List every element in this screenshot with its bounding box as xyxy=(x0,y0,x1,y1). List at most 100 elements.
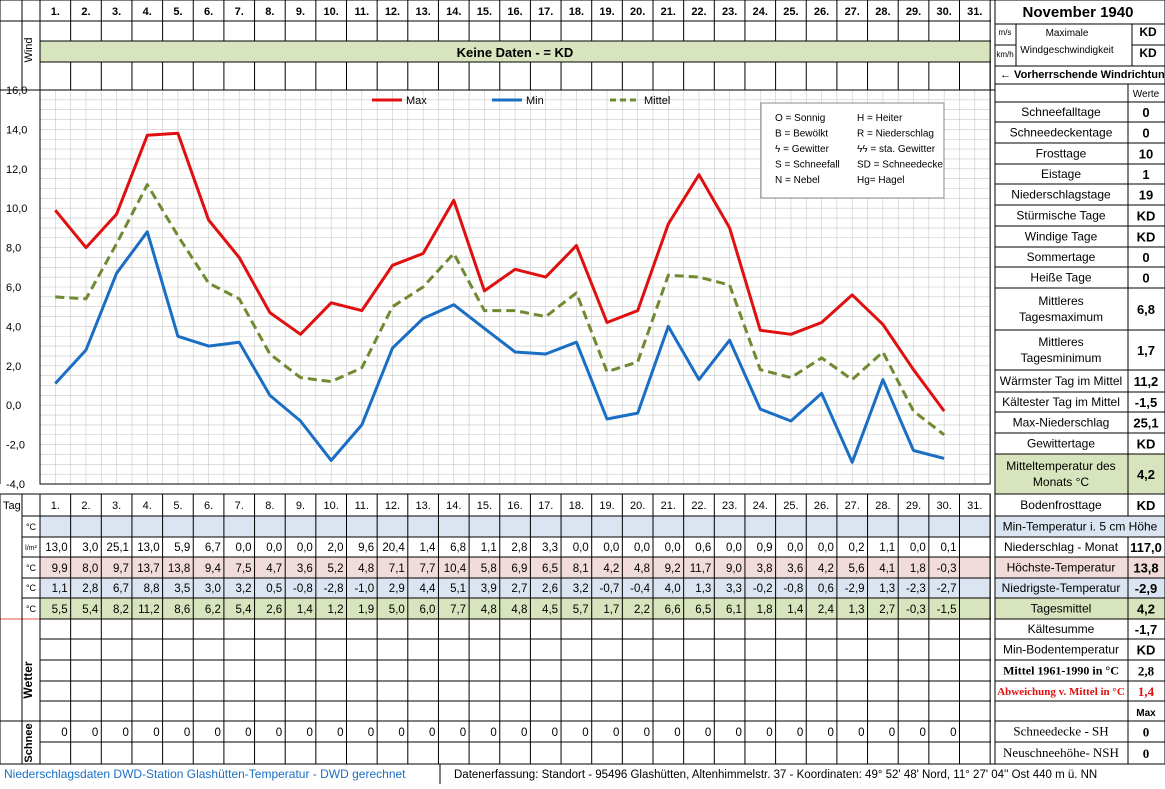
table-day-label: 6. xyxy=(204,500,213,512)
cell-min: 3,5 xyxy=(174,583,190,595)
y-tick-label: 2,0 xyxy=(6,361,21,373)
summary-label: Niederschlag - Monat xyxy=(1004,540,1119,554)
stat-label: Mittleres xyxy=(1038,294,1083,308)
stat-label: Stürmische Tage xyxy=(1016,209,1105,223)
cell-mean: 2,7 xyxy=(879,604,895,616)
top-day-label: 20. xyxy=(630,6,645,18)
cell-mean: 1,4 xyxy=(297,604,314,616)
top-day-label: 8. xyxy=(265,6,274,18)
cell-max: 5,6 xyxy=(849,563,865,575)
cell-precip: 0,0 xyxy=(236,542,252,554)
top-day-label: 31. xyxy=(967,6,982,18)
summary-label: Min-Temperatur i. 5 cm Höhe xyxy=(1003,520,1158,534)
cell-precip: 20,4 xyxy=(382,542,405,554)
unit-ms: m/s xyxy=(999,28,1012,37)
cell-max: 1,8 xyxy=(910,563,926,575)
cell-max: 9,7 xyxy=(113,563,129,575)
stat-value: -1,5 xyxy=(1135,395,1157,410)
cell-mean: 1,4 xyxy=(787,604,804,616)
cell-snow: 0 xyxy=(613,727,619,739)
cell-max: 5,2 xyxy=(328,563,344,575)
unit-kmh: km/h xyxy=(996,50,1013,59)
summary-value: -1,7 xyxy=(1135,622,1157,637)
y-tick-label: 16,0 xyxy=(6,85,27,97)
top-day-label: 25. xyxy=(783,6,798,18)
cell-snow: 0 xyxy=(92,727,98,739)
top-day-label: 21. xyxy=(661,6,676,18)
stat-value: 11,2 xyxy=(1134,374,1159,389)
stat-value: 4,2 xyxy=(1137,467,1155,482)
cell-mean: 1,2 xyxy=(328,604,344,616)
weather-key-item: N = Nebel xyxy=(775,175,820,186)
table-day-label: 17. xyxy=(538,500,553,512)
werte-header: Werte xyxy=(1133,89,1160,100)
stat-value: 1,7 xyxy=(1137,343,1155,358)
cell-mean: 2,4 xyxy=(818,604,835,616)
cell-precip: 9,6 xyxy=(358,542,374,554)
cell-precip: 13,0 xyxy=(137,542,159,554)
cell-snow: 0 xyxy=(705,727,711,739)
cell-min: 6,7 xyxy=(113,583,129,595)
top-day-label: 19. xyxy=(599,6,614,18)
cell-max: 3,6 xyxy=(787,563,803,575)
cell-mean: 1,3 xyxy=(849,604,865,616)
top-day-label: 26. xyxy=(814,6,829,18)
cell-precip: 0,0 xyxy=(634,542,650,554)
cell-mean: 6,0 xyxy=(419,604,435,616)
y-axis-ticks: 16,014,012,010,08,06,04,02,00,0-2,0-4,0 xyxy=(6,85,27,491)
cell-max: 13,8 xyxy=(168,563,190,575)
y-tick-label: 8,0 xyxy=(6,243,21,255)
cell-max: 3,6 xyxy=(297,563,313,575)
cell-mean: 6,6 xyxy=(665,604,681,616)
top-day-label: 13. xyxy=(415,6,430,18)
summary-value: Max xyxy=(1136,708,1156,719)
table-day-label: 10. xyxy=(324,500,339,512)
summary-value: 13,8 xyxy=(1133,561,1158,576)
cell-mean: 4,5 xyxy=(542,604,558,616)
cell-max: 7,5 xyxy=(236,563,252,575)
cell-min: -0,8 xyxy=(293,583,313,595)
y-tick-label: -4,0 xyxy=(6,479,25,491)
top-day-label: 15. xyxy=(477,6,492,18)
cell-precip: 0,0 xyxy=(726,542,742,554)
cell-snow: 0 xyxy=(184,727,190,739)
cell-snow: 0 xyxy=(306,727,312,739)
table-day-label: 21. xyxy=(661,500,676,512)
cell-mean: 8,2 xyxy=(113,604,129,616)
cell-snow: 0 xyxy=(123,727,129,739)
summary-value: 4,2 xyxy=(1137,602,1155,617)
cell-max: 4,8 xyxy=(358,563,374,575)
stat-label: Kältester Tag im Mittel xyxy=(1002,395,1120,409)
no-data-text: Keine Daten - = KD xyxy=(457,45,574,60)
table-day-label: 13. xyxy=(415,500,430,512)
summary-value: 0 xyxy=(1143,725,1150,740)
top-day-label: 1. xyxy=(51,6,60,18)
temperature-chart: 16,014,012,010,08,06,04,02,00,0-2,0-4,0 … xyxy=(0,85,990,491)
stat-label: Sommertage xyxy=(1027,250,1096,264)
table-day-label: 2. xyxy=(81,500,90,512)
top-day-label: 22. xyxy=(691,6,706,18)
cell-max: 6,9 xyxy=(511,563,527,575)
top-day-label: 27. xyxy=(845,6,860,18)
cell-min: 3,3 xyxy=(726,583,742,595)
y-tick-label: 14,0 xyxy=(6,124,27,136)
cell-mean: 11,2 xyxy=(138,604,160,616)
cell-min: 0,5 xyxy=(266,583,282,595)
cell-mean: 7,7 xyxy=(450,604,466,616)
y-tick-label: 10,0 xyxy=(6,203,27,215)
table-day-label: 19. xyxy=(599,500,614,512)
cell-snow: 0 xyxy=(919,727,925,739)
cell-precip: 1,1 xyxy=(879,542,895,554)
summary-label: Niedrigste-Temperatur xyxy=(1002,581,1121,595)
cell-min: 2,7 xyxy=(511,583,527,595)
cell-max: -0,3 xyxy=(937,563,957,575)
top-day-label: 4. xyxy=(143,6,152,18)
cell-max: 4,2 xyxy=(603,563,619,575)
table-day-label: 18. xyxy=(569,500,584,512)
legend-mittel-label: Mittel xyxy=(644,95,670,107)
stat-label: Frosttage xyxy=(1036,147,1087,161)
cell-snow: 0 xyxy=(582,727,588,739)
cell-precip: 0,0 xyxy=(603,542,619,554)
table-day-label: 9. xyxy=(296,500,305,512)
